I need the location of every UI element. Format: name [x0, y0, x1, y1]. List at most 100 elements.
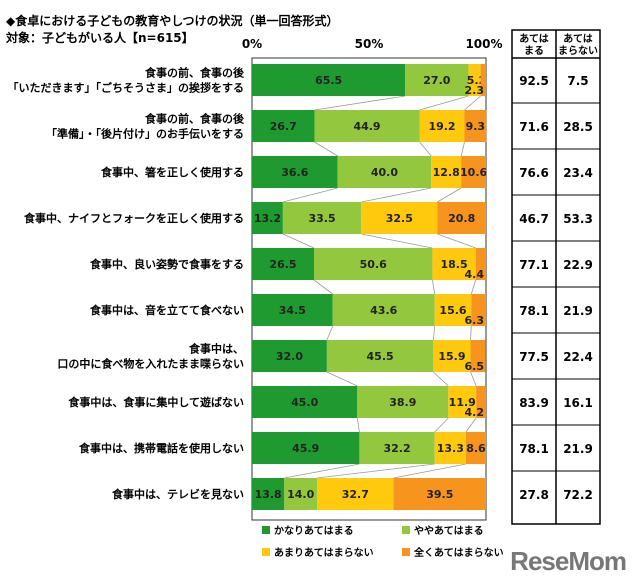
data-label: 11.9: [449, 396, 476, 409]
data-label: 20.8: [448, 212, 475, 225]
category-label: 「準備」・「後片付け」のお手伝いをする: [46, 127, 244, 141]
plot-frame: [251, 57, 487, 521]
bar-segment: [470, 340, 486, 372]
table-cell: 77.5: [519, 350, 549, 364]
legend-swatch: [262, 526, 270, 534]
bar-segment: [252, 340, 327, 372]
data-label: 32.0: [276, 350, 303, 363]
table-cell: 78.1: [519, 304, 549, 318]
connector-line: [314, 95, 406, 111]
table-cell: 83.9: [519, 396, 549, 410]
data-label: 14.0: [287, 488, 314, 501]
table-cell: 78.1: [519, 442, 549, 456]
connector-line: [282, 187, 338, 203]
bar-segment: [465, 432, 486, 464]
data-label: 6.3: [465, 314, 485, 327]
data-label: 4.4: [465, 268, 485, 281]
data-label: 32.5: [386, 212, 413, 225]
table-cell: 92.5: [519, 74, 549, 88]
connector-line: [314, 141, 338, 157]
bar-segment: [284, 478, 318, 510]
bar-segment: [468, 64, 481, 96]
data-label: 13.2: [254, 212, 281, 225]
bar-segment: [432, 248, 476, 280]
table-cell: 53.3: [563, 212, 593, 226]
data-label: 27.0: [423, 74, 450, 87]
category-label: 「いただきます」「ごちそうさま」の挨拶をする: [8, 81, 245, 95]
resemom-logo: ReseMom: [510, 546, 627, 576]
data-label: 34.5: [279, 304, 306, 317]
table-cell: 77.1: [519, 258, 549, 272]
bar-segment: [314, 110, 420, 142]
bar-segment: [252, 202, 283, 234]
table-cell: 71.6: [519, 120, 549, 134]
connector-line: [432, 325, 436, 341]
bar-segment: [361, 202, 438, 234]
bar-segment: [433, 340, 471, 372]
connector-line: [437, 233, 476, 249]
legend-label: あまりあてはまらない: [274, 546, 374, 559]
category-label: 食事の前、食事の後: [145, 66, 245, 80]
table-cell: 46.7: [519, 212, 549, 226]
table-cell: 21.9: [563, 442, 593, 456]
data-label: 26.7: [270, 120, 297, 133]
category-label: 食事中は、テレビを見ない: [112, 487, 244, 501]
connector-line: [393, 463, 466, 479]
connector-line: [419, 141, 432, 157]
bar-segment: [359, 432, 435, 464]
data-label: 10.6: [460, 166, 487, 179]
bar-segment: [252, 248, 315, 280]
data-label: 26.5: [269, 258, 296, 271]
data-label: 36.6: [281, 166, 308, 179]
data-label: 32.7: [342, 488, 369, 501]
data-label: 2.3: [465, 84, 485, 97]
data-label: 6.5: [465, 360, 485, 373]
bar-segment: [314, 248, 433, 280]
table-cell: 21.9: [563, 304, 593, 318]
table-cell: 7.5: [567, 74, 588, 88]
table-header: まらない: [558, 45, 598, 57]
table-header: あては: [519, 32, 549, 45]
bar-segment: [252, 156, 338, 188]
data-label: 44.9: [353, 120, 380, 133]
category-label: 食事中は、携帯電話を使用しない: [79, 441, 244, 455]
data-label: 40.0: [371, 166, 398, 179]
table-header: まる: [524, 45, 544, 57]
bar-segment: [434, 294, 472, 326]
category-label: 食事中、箸を正しく使用する: [101, 165, 244, 179]
connector-line: [326, 371, 358, 387]
bar-segment: [317, 478, 394, 510]
bar-segment: [475, 248, 486, 280]
bar-segment: [431, 156, 462, 188]
x-tick-label: 0%: [242, 37, 262, 51]
bar-segment: [332, 294, 435, 326]
category-label: 食事中は、音を立てて食べない: [90, 303, 244, 317]
data-label: 8.6: [466, 442, 486, 455]
bar-segment: [282, 202, 362, 234]
category-label: 食事中は、食事に集中して遊ばない: [68, 395, 244, 409]
table-cell: 23.4: [563, 166, 593, 180]
table-header: あては: [563, 32, 593, 45]
data-label: 45.9: [292, 442, 319, 455]
connector-line: [434, 417, 449, 433]
legend-label: ややあてはまる: [414, 524, 484, 537]
bar-segment: [252, 432, 360, 464]
connector-line: [317, 463, 435, 479]
bar-segment: [393, 478, 486, 510]
bar-segment: [434, 432, 466, 464]
data-label: 65.5: [315, 74, 342, 87]
connector-line: [470, 279, 477, 295]
data-label: 45.5: [367, 350, 394, 363]
table-cell: 27.8: [519, 488, 549, 502]
data-label: 12.8: [433, 166, 460, 179]
bar-segment: [252, 64, 406, 96]
data-label: 33.5: [309, 212, 336, 225]
bar-segment: [252, 294, 333, 326]
connector-line: [356, 417, 360, 433]
connector-line: [326, 325, 334, 341]
connector-line: [464, 95, 481, 111]
connector-line: [361, 233, 433, 249]
bar-segment: [337, 156, 432, 188]
